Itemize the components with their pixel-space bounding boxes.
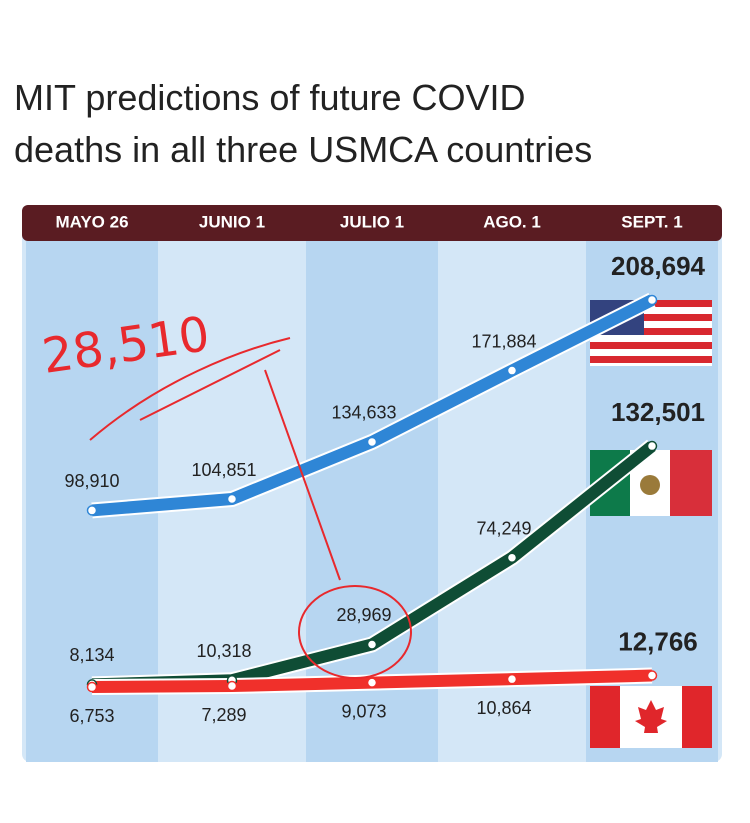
category-label: MAYO 26	[55, 212, 128, 231]
value-label: 28,969	[336, 605, 391, 625]
category-label: JUNIO 1	[199, 212, 265, 231]
point	[646, 440, 658, 452]
canada-flag	[590, 686, 712, 748]
category-label: AGO. 1	[483, 212, 541, 231]
header-bar	[22, 205, 722, 241]
value-label: 132,501	[611, 397, 705, 427]
point	[86, 505, 98, 516]
point	[506, 673, 518, 685]
value-label: 9,073	[341, 701, 386, 721]
value-label: 134,633	[331, 403, 396, 423]
plot: 98,910 104,851 134,633 171,884 208,694 8,134 1…	[64, 251, 705, 726]
point	[506, 365, 518, 376]
point	[646, 294, 658, 306]
value-label: 74,249	[476, 518, 531, 538]
point	[366, 677, 378, 688]
us-flag	[590, 300, 712, 366]
point	[506, 552, 518, 563]
value-label: 12,766	[618, 626, 698, 656]
value-label: 6,753	[69, 706, 114, 726]
point	[366, 639, 378, 650]
chart-title: MIT predictions of future COVID	[14, 77, 526, 118]
value-label: 98,910	[64, 471, 119, 491]
point	[86, 681, 98, 693]
point	[646, 670, 658, 681]
value-label: 8,134	[69, 645, 114, 665]
category-label: SEPT. 1	[621, 212, 682, 231]
handwriting	[89, 337, 412, 679]
value-label: 7,289	[201, 705, 246, 725]
chart-title: deaths in all three USMCA countries	[14, 129, 592, 170]
point	[226, 680, 238, 692]
value-label: 104,851	[191, 460, 256, 480]
point	[366, 436, 378, 448]
value-label: 10,318	[196, 641, 251, 661]
point	[226, 493, 238, 505]
value-label: 10,864	[476, 698, 531, 718]
category-label: JULIO 1	[340, 212, 404, 231]
value-label: 208,694	[611, 251, 706, 281]
value-label: 171,884	[471, 331, 536, 351]
